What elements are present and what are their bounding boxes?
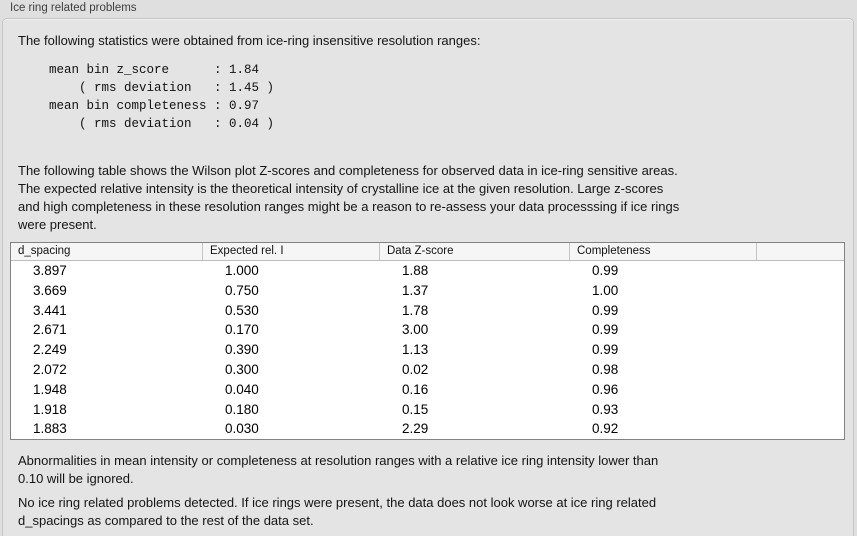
cell-data-z-score: 0.15 xyxy=(402,401,429,417)
cell-d-spacing: 3.441 xyxy=(33,302,67,318)
cell-completeness: 0.92 xyxy=(592,421,619,437)
cell-empty xyxy=(757,360,844,380)
cell-expected-rel-i: 0.180 xyxy=(225,401,259,417)
table-row[interactable]: 3.897 1.000 1.88 0.99 xyxy=(11,261,844,281)
cell-data-z-score: 1.37 xyxy=(402,282,429,298)
cell-completeness: 0.93 xyxy=(592,401,619,417)
conclusion-text: No ice ring related problems detected. I… xyxy=(18,495,657,528)
ice-ring-table: d_spacing Expected rel. I Data Z-score C… xyxy=(10,242,845,440)
table-row[interactable]: 1.918 0.180 0.15 0.93 xyxy=(11,400,844,420)
cell-expected-rel-i: 1.000 xyxy=(225,263,259,278)
cell-d-spacing: 3.897 xyxy=(33,263,67,278)
cell-data-z-score: 2.29 xyxy=(402,421,429,437)
cell-data-z-score: 1.88 xyxy=(402,263,429,278)
cell-expected-rel-i: 0.750 xyxy=(225,282,259,298)
table-row[interactable]: 3.441 0.530 1.78 0.99 xyxy=(11,301,844,321)
cell-empty xyxy=(757,400,844,420)
cell-empty xyxy=(757,380,844,400)
cell-expected-rel-i: 0.170 xyxy=(225,322,259,338)
table-row[interactable]: 2.671 0.170 3.00 0.99 xyxy=(11,320,844,340)
cell-expected-rel-i: 0.390 xyxy=(225,342,259,358)
cell-empty xyxy=(757,340,844,360)
cell-data-z-score: 0.02 xyxy=(402,361,429,377)
cell-d-spacing: 2.671 xyxy=(33,322,67,338)
cell-completeness: 1.00 xyxy=(592,282,619,298)
cell-completeness: 0.99 xyxy=(592,263,619,278)
table-description-text: The following table shows the Wilson plo… xyxy=(18,163,680,232)
cell-empty xyxy=(757,419,844,439)
cell-completeness: 0.98 xyxy=(592,361,619,377)
cell-empty xyxy=(757,301,844,321)
cell-empty xyxy=(757,320,844,340)
cell-expected-rel-i: 0.040 xyxy=(225,381,259,397)
cell-completeness: 0.99 xyxy=(592,342,619,358)
cell-expected-rel-i: 0.530 xyxy=(225,302,259,318)
table-body: 3.897 1.000 1.88 0.99 3.669 0.750 1.37 1… xyxy=(11,261,844,440)
stats-block: mean bin z_score : 1.84 ( rms deviation … xyxy=(49,63,275,131)
ice-ring-groupbox: The following statistics were obtained f… xyxy=(2,18,854,536)
cell-data-z-score: 0.16 xyxy=(402,381,429,397)
cell-data-z-score: 1.78 xyxy=(402,302,429,318)
cell-data-z-score: 3.00 xyxy=(402,322,429,338)
ignore-note-text: Abnormalities in mean intensity or compl… xyxy=(18,453,659,486)
cell-d-spacing: 1.883 xyxy=(33,421,67,437)
cell-d-spacing: 1.948 xyxy=(33,381,67,397)
column-header-empty xyxy=(757,243,844,260)
intro-text: The following statistics were obtained f… xyxy=(18,33,481,48)
table-row[interactable]: 2.072 0.300 0.02 0.98 xyxy=(11,360,844,380)
cell-completeness: 0.99 xyxy=(592,302,619,318)
cell-completeness: 0.96 xyxy=(592,381,619,397)
column-header-completeness[interactable]: Completeness xyxy=(570,243,757,260)
cell-d-spacing: 1.918 xyxy=(33,401,67,417)
table-row[interactable]: 1.948 0.040 0.16 0.96 xyxy=(11,380,844,400)
table-row[interactable]: 1.883 0.030 2.29 0.92 xyxy=(11,419,844,439)
cell-expected-rel-i: 0.300 xyxy=(225,361,259,377)
cell-d-spacing: 2.249 xyxy=(33,342,67,358)
cell-data-z-score: 1.13 xyxy=(402,342,429,358)
table-header-row: d_spacing Expected rel. I Data Z-score C… xyxy=(11,243,844,261)
cell-empty xyxy=(757,261,844,281)
groupbox-title: Ice ring related problems xyxy=(10,2,137,14)
cell-empty xyxy=(757,281,844,301)
cell-d-spacing: 2.072 xyxy=(33,361,67,377)
cell-completeness: 0.99 xyxy=(592,322,619,338)
table-row[interactable]: 2.249 0.390 1.13 0.99 xyxy=(11,340,844,360)
column-header-data-z-score[interactable]: Data Z-score xyxy=(380,243,570,260)
table-row[interactable]: 3.669 0.750 1.37 1.00 xyxy=(11,281,844,301)
column-header-d-spacing[interactable]: d_spacing xyxy=(11,243,203,260)
cell-expected-rel-i: 0.030 xyxy=(225,421,259,437)
column-header-expected-rel-i[interactable]: Expected rel. I xyxy=(203,243,380,260)
cell-d-spacing: 3.669 xyxy=(33,282,67,298)
